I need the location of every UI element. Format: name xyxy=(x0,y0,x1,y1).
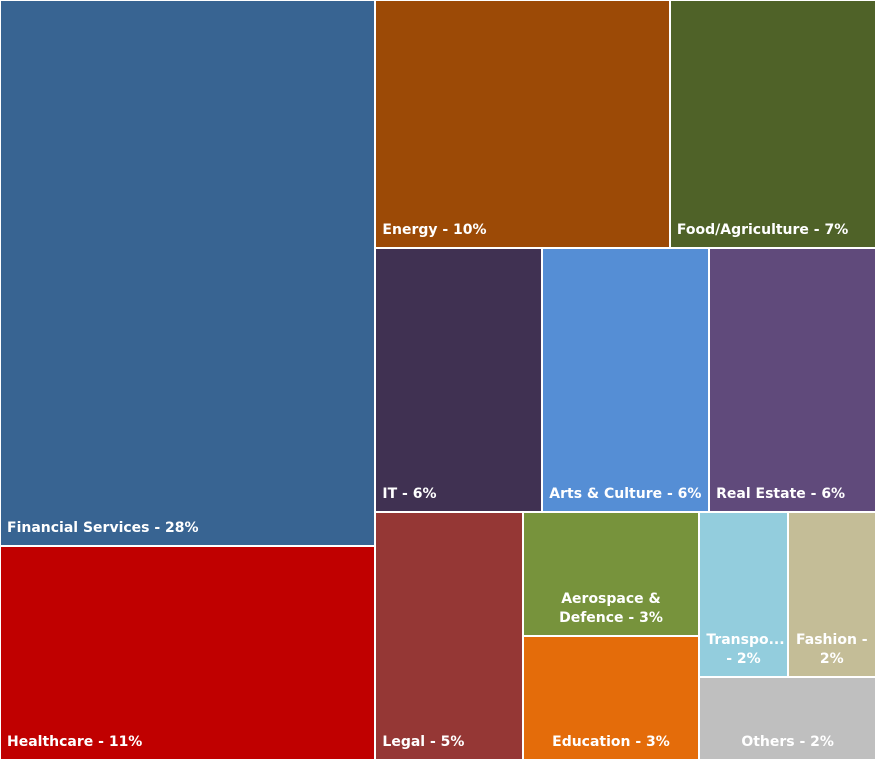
treemap-cell: Energy - 10% xyxy=(375,0,670,249)
cell-label: Fashion - 2% xyxy=(796,632,868,668)
cell-label: Transpo... - 2% xyxy=(706,632,785,668)
cell-label: Healthcare - 11% xyxy=(7,733,143,750)
cell-label: Food/Agriculture - 7% xyxy=(676,222,849,239)
cell-label: Education - 3% xyxy=(552,733,670,750)
treemap-cell: Legal - 5% xyxy=(375,511,523,760)
cell-label: Financial Services - 28% xyxy=(7,519,199,536)
cell-label: Arts & Culture - 6% xyxy=(549,485,702,502)
treemap-cell: Fashion - 2% xyxy=(787,511,876,678)
treemap-cell: Real Estate - 6% xyxy=(709,248,876,512)
treemap-cell: IT - 6% xyxy=(375,248,543,512)
treemap-cell: Education - 3% xyxy=(522,635,700,760)
treemap-cell: Others - 2% xyxy=(699,677,876,760)
treemap-cell: Healthcare - 11% xyxy=(0,545,376,760)
treemap-cell: Food/Agriculture - 7% xyxy=(669,0,876,249)
treemap-cell: Aerospace & Defence - 3% xyxy=(522,511,700,636)
cell-label: Real Estate - 6% xyxy=(716,485,846,502)
cell-label: Aerospace & Defence - 3% xyxy=(559,590,663,626)
cell-label: Legal - 5% xyxy=(382,733,465,750)
cell-label: IT - 6% xyxy=(382,485,437,502)
treemap-cell: Transpo... - 2% xyxy=(699,511,788,678)
cell-label: Energy - 10% xyxy=(382,222,487,239)
treemap-cell: Arts & Culture - 6% xyxy=(542,248,710,512)
cell-label: Others - 2% xyxy=(741,733,834,750)
treemap-cell: Financial Services - 28% xyxy=(0,0,376,546)
